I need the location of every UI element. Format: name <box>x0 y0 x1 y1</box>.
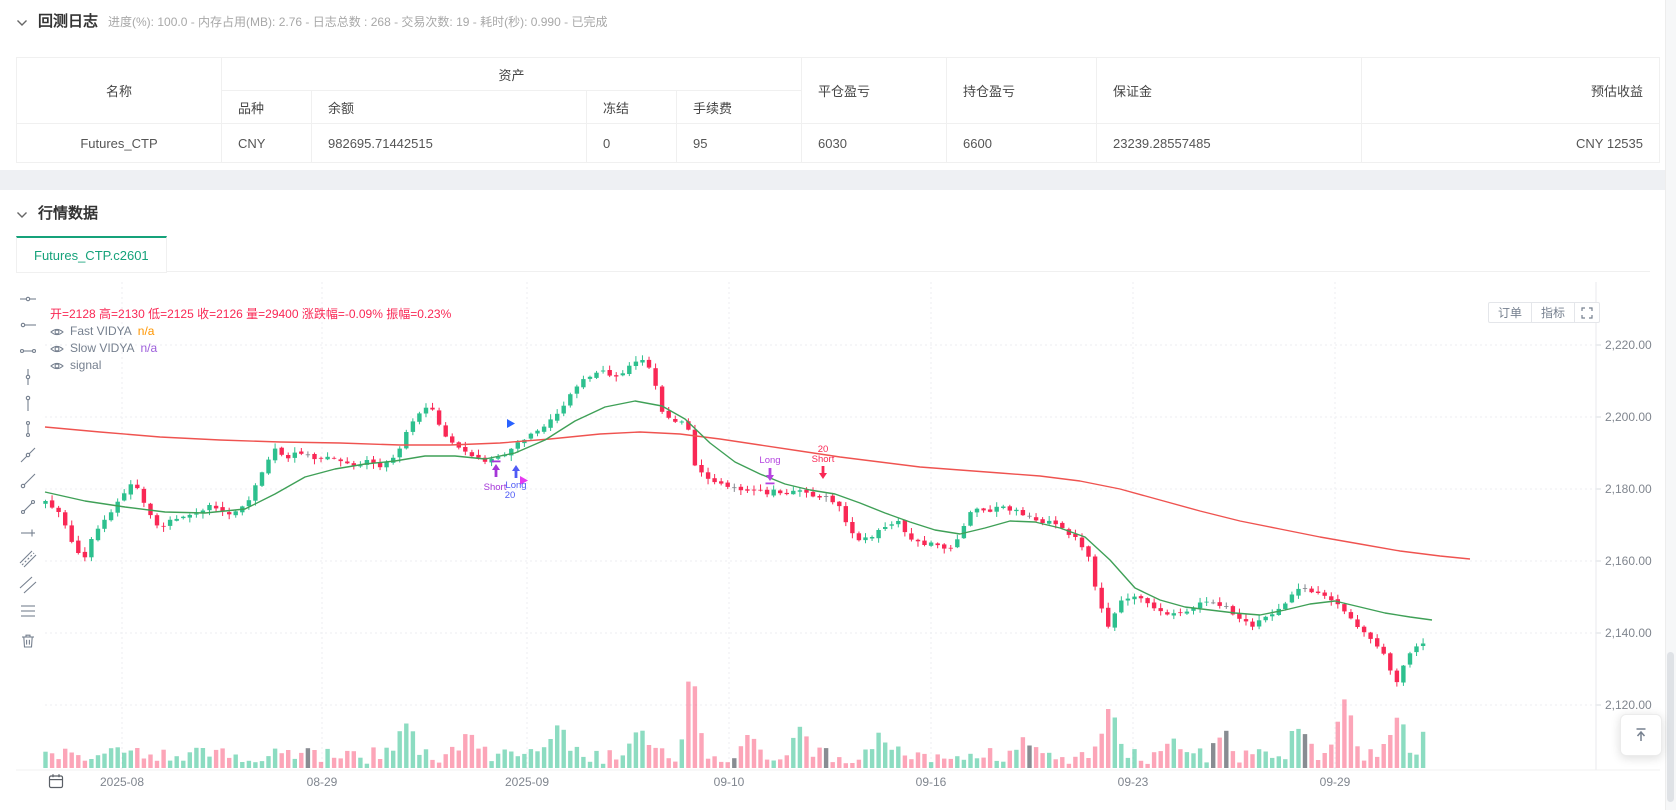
page-scrollbar <box>1665 0 1676 810</box>
svg-text:2,160.00: 2,160.00 <box>1605 554 1652 568</box>
col-header-assets-group: 资产 <box>220 57 803 91</box>
col-header-name: 名称 <box>16 57 222 124</box>
delete-drawing-icon[interactable] <box>15 630 41 652</box>
arrow-up-to-bar-icon <box>1636 728 1646 741</box>
svg-text:08-29: 08-29 <box>307 775 338 789</box>
tool-horizontal-line-icon[interactable] <box>15 288 41 310</box>
eye-icon[interactable] <box>50 360 64 372</box>
collapse-icon[interactable] <box>16 206 28 224</box>
calendar-button[interactable] <box>47 772 65 790</box>
market-data-panel: 行情数据 Futures_CTP.c2601 2,220.00 2,200.00 2… <box>0 190 1666 810</box>
col-header-position-pnl: 持仓盈亏 <box>946 57 1098 124</box>
tool-vertical-line-icon[interactable] <box>15 366 41 388</box>
backtest-stats: 进度(%): 100.0 - 内存占用(MB): 2.76 - 日志总数 : 2… <box>108 15 608 29</box>
tool-horizontal-segment-icon[interactable] <box>15 340 41 362</box>
indicator-row-signal: signal <box>50 357 451 374</box>
svg-text:09-16: 09-16 <box>916 775 947 789</box>
section-title-market-data: 行情数据 <box>38 205 99 222</box>
drawing-toolbar <box>13 288 43 656</box>
col-header-frozen: 冻结 <box>586 90 677 124</box>
col-header-fee: 手续费 <box>675 90 803 124</box>
backtest-log-panel: 回测日志 进度(%): 100.0 - 内存占用(MB): 2.76 - 日志总… <box>0 0 1666 170</box>
col-header-variety: 品种 <box>221 90 312 124</box>
indicator-row-slow-vidya: Slow VIDYA n/a <box>50 340 451 357</box>
cell-fee: 95 <box>675 123 803 163</box>
indicator-name: Slow VIDYA <box>70 341 135 355</box>
scrollbar-thumb[interactable] <box>1667 652 1674 802</box>
symbol-tabbar: Futures_CTP.c2601 <box>16 236 1650 273</box>
svg-text:09-23: 09-23 <box>1118 775 1149 789</box>
tool-vertical-ray-icon[interactable] <box>15 392 41 414</box>
cell-position-pnl: 6600 <box>946 123 1098 163</box>
indicator-value: n/a <box>137 324 155 338</box>
indicator-name: Fast VIDYA <box>70 324 132 338</box>
indicators-button[interactable]: 指标 <box>1532 302 1576 323</box>
fullscreen-button[interactable] <box>1575 302 1601 323</box>
indicator-value: n/a <box>140 341 158 355</box>
svg-text:2,180.00: 2,180.00 <box>1605 482 1652 496</box>
chart-button-group: 订单 指标 <box>1488 302 1601 323</box>
tab-label: Futures_CTP.c2601 <box>34 247 149 263</box>
kline-chart: 2,220.00 2,200.00 2,180.00 2,160.00 2,140.00… <box>0 272 1666 810</box>
calendar-icon <box>48 774 64 789</box>
tool-horizontal-ray-icon[interactable] <box>15 314 41 336</box>
tool-segment-icon[interactable] <box>15 496 41 518</box>
col-header-est-return: 预估收益 <box>1361 57 1660 124</box>
svg-text:09-29: 09-29 <box>1320 775 1351 789</box>
col-header-balance: 余额 <box>311 90 587 124</box>
svg-text:20: 20 <box>505 490 516 501</box>
ohlc-legend: 开=2128 高=2130 低=2125 收=2126 量=29400 涨跌幅=… <box>50 307 452 321</box>
cell-margin: 23239.28557485 <box>1096 123 1363 163</box>
tab-futures-ctp-c2601[interactable]: Futures_CTP.c2601 <box>16 236 167 273</box>
cell-est-return: CNY 12535 <box>1361 123 1660 163</box>
tool-price-line-icon[interactable] <box>15 522 41 544</box>
expand-icon <box>1581 306 1593 319</box>
collapse-icon[interactable] <box>16 14 28 32</box>
cell-balance: 982695.71442515 <box>311 123 587 163</box>
orders-button[interactable]: 订单 <box>1488 302 1533 323</box>
back-to-top-button[interactable] <box>1620 714 1662 756</box>
tool-price-channel-icon[interactable] <box>15 548 41 570</box>
tool-parallel-line-icon[interactable] <box>15 574 41 596</box>
svg-text:09-10: 09-10 <box>714 775 745 789</box>
chart-legend: 开=2128 高=2130 低=2125 收=2126 量=29400 涨跌幅=… <box>50 306 451 374</box>
cell-name: Futures_CTP <box>16 123 222 163</box>
table-row: Futures_CTP CNY 982695.71442515 0 95 603… <box>16 123 1660 163</box>
eye-icon[interactable] <box>50 326 64 338</box>
svg-text:2,200.00: 2,200.00 <box>1605 410 1652 424</box>
svg-text:2025-08: 2025-08 <box>100 775 144 789</box>
indicator-row-fast-vidya: Fast VIDYA n/a <box>50 323 451 340</box>
candlestick-chart-canvas[interactable]: 2,220.00 2,200.00 2,180.00 2,160.00 2,140.00… <box>0 272 1666 810</box>
eye-icon[interactable] <box>50 343 64 355</box>
svg-text:2,140.00: 2,140.00 <box>1605 626 1652 640</box>
svg-text:2,120.00: 2,120.00 <box>1605 698 1652 712</box>
tool-ray-line-icon[interactable] <box>15 470 41 492</box>
cell-closed-pnl: 6030 <box>801 123 948 163</box>
col-header-margin: 保证金 <box>1096 57 1363 124</box>
svg-text:20: 20 <box>818 444 829 455</box>
svg-text:Long: Long <box>759 455 780 466</box>
cell-variety: CNY <box>221 123 312 163</box>
indicator-name: signal <box>70 358 102 372</box>
backtest-result-table: 名称 资产 平仓盈亏 持仓盈亏 保证金 预估收益 品种 余额 冻结 手续费 Fu… <box>16 57 1660 163</box>
svg-text:Short: Short <box>812 454 835 465</box>
tool-fibonacci-icon[interactable] <box>15 600 41 622</box>
col-header-closed-pnl: 平仓盈亏 <box>801 57 948 124</box>
section-title-backtest-log: 回测日志 <box>38 13 99 30</box>
svg-text:Long: Long <box>505 480 526 491</box>
cell-frozen: 0 <box>586 123 677 163</box>
tool-vertical-segment-icon[interactable] <box>15 418 41 440</box>
svg-text:Short: Short <box>484 482 507 493</box>
tool-straight-line-icon[interactable] <box>15 444 41 466</box>
svg-text:2025-09: 2025-09 <box>505 775 549 789</box>
svg-text:2,220.00: 2,220.00 <box>1605 338 1652 352</box>
